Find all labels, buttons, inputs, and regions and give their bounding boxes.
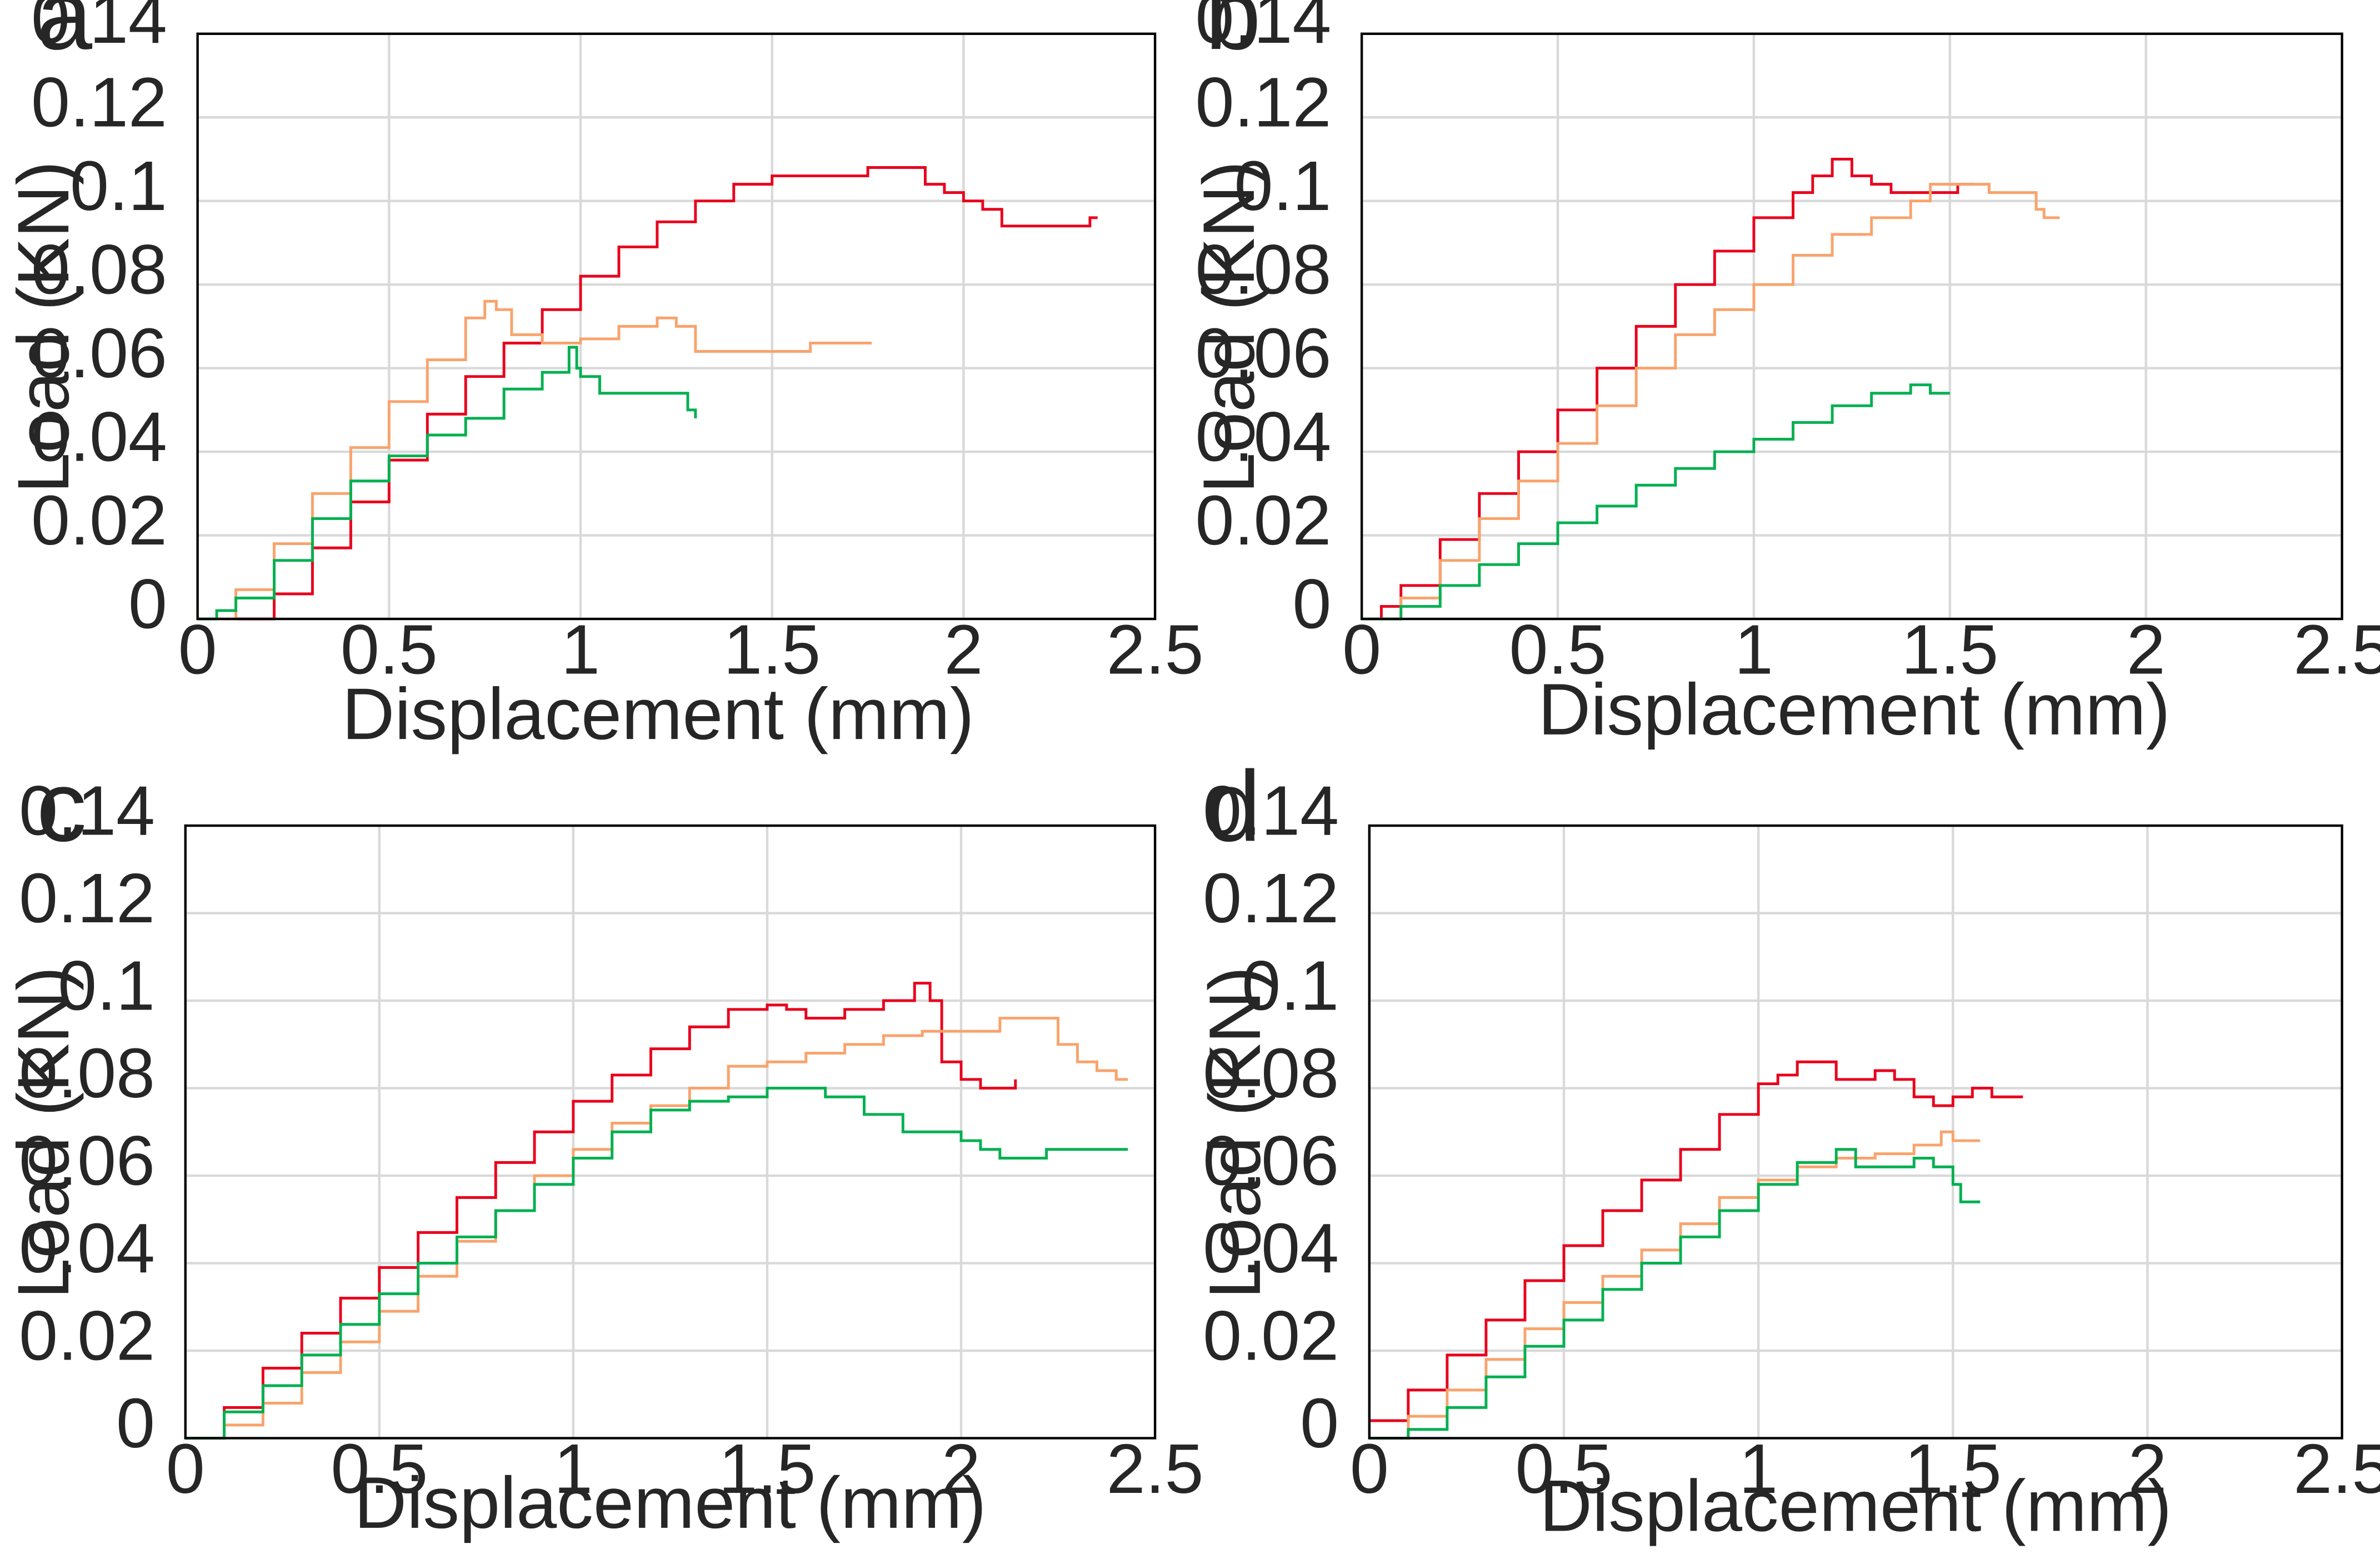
- x-tick-label: 0: [166, 1430, 205, 1508]
- y-tick-label: 0.1: [1234, 147, 1331, 225]
- y-tick-label: 0.02: [19, 1296, 155, 1375]
- series-line-red: [185, 982, 1017, 1440]
- series-line-orange: [1362, 183, 2060, 621]
- x-tick-label: 2.5: [1107, 1430, 1204, 1508]
- x-tick-label: 0.5: [341, 610, 438, 688]
- y-tick-label: 0.14: [19, 771, 155, 850]
- x-axis-label: Displacement (mm): [354, 1462, 986, 1543]
- panel-d: 00.511.522.500.020.040.060.080.10.120.14…: [1194, 751, 2380, 1546]
- y-tick-label: 0: [128, 564, 167, 643]
- series-line-red: [1362, 158, 1974, 621]
- x-tick-label: 2: [942, 1430, 981, 1508]
- y-tick-label: 0.08: [19, 1034, 155, 1112]
- y-tick-label: 0.04: [1196, 397, 1332, 476]
- x-tick-label: 0.5: [1509, 610, 1607, 688]
- series-line-green: [1362, 383, 1950, 621]
- y-tick-label: 0.12: [31, 63, 167, 142]
- panel-letter: d: [1205, 751, 1261, 862]
- panel-c: 0 0.5 1 1.5 2 2.500.020.040.060.080.10.120.14…: [2, 751, 1203, 1543]
- series-line-orange: [1369, 1130, 1981, 1440]
- panel-b: 0 0.5 1 1.5 2 2.5 00.020.040.060.080.10.120.14…: [1188, 0, 2380, 750]
- y-tick-label: 0.1: [1242, 946, 1339, 1025]
- y-tick-label: 0.02: [1203, 1296, 1339, 1375]
- y-tick-label: 0.1: [58, 946, 155, 1025]
- x-tick-label: 2.5: [2293, 610, 2380, 688]
- y-tick-label: 0.04: [1203, 1209, 1339, 1287]
- series-line-red: [1369, 1060, 2023, 1422]
- y-tick-label: 0.02: [1196, 481, 1332, 559]
- y-tick-label: 0: [1292, 564, 1331, 643]
- x-tick-label: 1: [561, 610, 600, 688]
- series-line-green: [197, 346, 697, 621]
- plot-frame: [1360, 32, 2343, 621]
- y-tick-label: 0.14: [1196, 0, 1332, 58]
- y-tick-label: 0.12: [19, 859, 155, 937]
- x-tick-label: 0: [1350, 1430, 1389, 1508]
- y-tick-label: 0.08: [1203, 1034, 1339, 1112]
- y-axis-label: Load (KN): [1194, 966, 1276, 1298]
- x-tick-label: 2.5: [2293, 1430, 2380, 1508]
- y-tick-label: 0: [1300, 1384, 1339, 1462]
- y-tick-label: 0.06: [1196, 314, 1332, 392]
- y-tick-label: 0.12: [1196, 63, 1332, 142]
- x-tick-label: 1.5: [1904, 1430, 2002, 1508]
- series-line-orange: [185, 1017, 1128, 1440]
- x-tick-label: 1.5: [1901, 610, 1998, 688]
- x-tick-label: 1: [554, 1430, 593, 1508]
- plot-frame: [184, 824, 1157, 1440]
- y-tick-label: 0: [116, 1384, 155, 1462]
- x-axis-label: Displacement (mm): [342, 673, 974, 754]
- x-tick-label: 2: [944, 610, 983, 688]
- x-tick-label: 1.5: [723, 610, 821, 688]
- x-tick-label: 1.5: [718, 1430, 816, 1508]
- y-axis-label: Load (KN): [2, 966, 84, 1298]
- x-tick-label: 0: [178, 610, 217, 688]
- y-tick-label: 0.02: [31, 481, 167, 559]
- y-tick-label: 0.14: [1203, 771, 1339, 850]
- x-tick-label: 1: [1734, 610, 1773, 688]
- y-tick-label: 0.08: [1196, 231, 1332, 309]
- x-tick-label: 2: [2128, 1430, 2167, 1508]
- series-line-red: [197, 166, 1098, 621]
- plot-frame: [1368, 824, 2343, 1440]
- y-tick-label: 0.12: [1203, 859, 1339, 937]
- series-line-green: [185, 1087, 1128, 1440]
- x-tick-label: 1: [1739, 1430, 1778, 1508]
- y-tick-label: 0.06: [31, 314, 167, 392]
- x-tick-label: 0: [1342, 610, 1381, 688]
- y-tick-label: 0.04: [19, 1209, 155, 1287]
- panel-letter: b: [1205, 0, 1261, 71]
- y-tick-label: 0.06: [1203, 1121, 1339, 1200]
- y-axis-label: Load (KN): [2, 161, 84, 493]
- series-line-green: [1369, 1148, 1981, 1440]
- x-axis-label: Displacement (mm): [1539, 1465, 2172, 1546]
- series-line-orange: [197, 299, 872, 621]
- panel-letter: a: [37, 0, 93, 71]
- y-tick-label: 0.1: [70, 147, 167, 225]
- plot-frame: [196, 32, 1157, 621]
- y-tick-label: 0.14: [31, 0, 167, 58]
- y-tick-label: 0.04: [31, 397, 167, 476]
- panel-a: 0 0.5 1 1.5 2 2.5 00.020.040.060.080.10.120.14…: [2, 0, 1203, 754]
- panel-letter: c: [37, 751, 87, 862]
- y-tick-label: 0.08: [31, 231, 167, 309]
- x-tick-label: 0.5: [1516, 1430, 1613, 1508]
- y-tick-label: 0.06: [19, 1121, 155, 1200]
- x-tick-label: 2.5: [1107, 610, 1204, 688]
- x-tick-label: 2: [2127, 610, 2166, 688]
- y-axis-label: Load (KN): [1188, 161, 1269, 493]
- x-axis-label: Displacement (mm): [1538, 668, 2170, 750]
- x-tick-label: 0.5: [331, 1430, 428, 1508]
